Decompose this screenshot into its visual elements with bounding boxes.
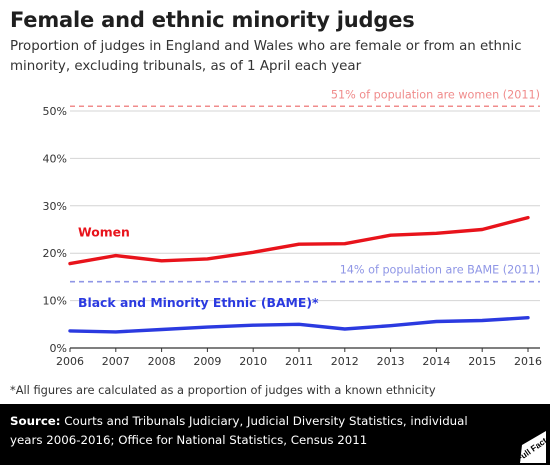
series-label: Black and Minority Ethnic (BAME)* <box>78 295 319 310</box>
line-chart: 51% of population are women (2011) 14% of… <box>43 88 542 368</box>
x-tick-label: 2016 <box>514 355 542 368</box>
reference-line-label: 51% of population are women (2011) <box>331 88 540 101</box>
x-tick-label: 2007 <box>102 355 130 368</box>
x-tick-label: 2012 <box>331 355 359 368</box>
x-tick-label: 2011 <box>285 355 313 368</box>
reference-lines: 51% of population are women (2011) 14% of… <box>70 88 540 283</box>
series-labels: Women Black and Minority Ethnic (BAME)* <box>78 225 319 310</box>
footnote: *All figures are calculated as a proport… <box>10 383 436 397</box>
full-fact-logo-icon: Full Fact <box>514 431 546 463</box>
y-tick-label: 0% <box>50 342 67 355</box>
y-tick-label: 20% <box>43 247 67 260</box>
y-axis: 0% 10% 20% 30% 40% 50% <box>43 105 67 355</box>
y-tick-label: 50% <box>43 105 67 118</box>
x-tick-label: 2014 <box>422 355 450 368</box>
gridlines <box>70 110 540 349</box>
x-tick-label: 2008 <box>148 355 176 368</box>
chart-subtitle: Proportion of judges in England and Wale… <box>10 39 522 74</box>
y-tick-label: 30% <box>43 200 67 213</box>
y-tick-label: 40% <box>43 152 67 165</box>
source-text: Source: Courts and Tribunals Judiciary, … <box>10 412 480 450</box>
chart-title: Female and ethnic minority judges <box>10 8 415 32</box>
x-axis: 2006 2007 2008 2009 2010 2011 2012 2013 2014 2015… <box>56 348 542 368</box>
source-label: Source: <box>10 414 61 428</box>
x-tick-label: 2015 <box>468 355 496 368</box>
x-tick-label: 2006 <box>56 355 84 368</box>
series-line <box>68 316 530 334</box>
series-line <box>68 215 530 266</box>
series-lines <box>68 215 530 334</box>
x-tick-label: 2009 <box>193 355 221 368</box>
x-tick-label: 2010 <box>239 355 267 368</box>
series-label: Women <box>78 225 130 240</box>
source-body: Courts and Tribunals Judiciary, Judicial… <box>10 414 468 447</box>
source-bar: Source: Courts and Tribunals Judiciary, … <box>0 404 550 465</box>
x-tick-label: 2013 <box>377 355 405 368</box>
reference-line-label: 14% of population are BAME (2011) <box>340 264 540 277</box>
y-tick-label: 10% <box>43 295 67 308</box>
